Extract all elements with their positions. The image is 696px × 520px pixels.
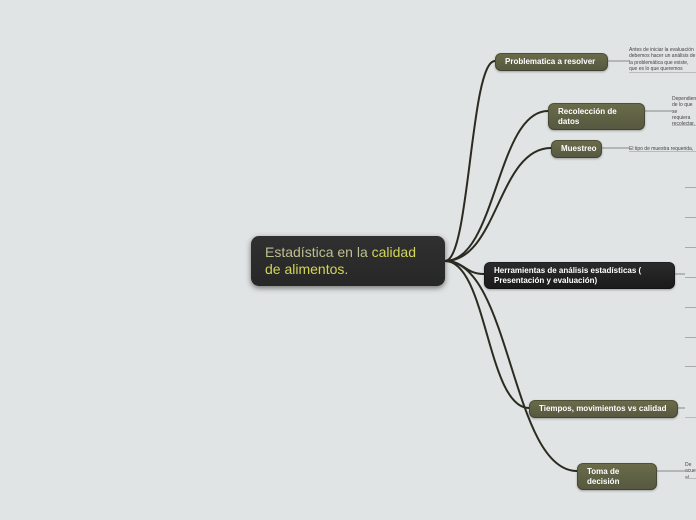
node-label: Problematica a resolver <box>505 57 595 67</box>
note-toma: De acuerdo al estudio realizado se deter… <box>685 462 696 479</box>
panel-row <box>685 217 696 247</box>
node-label: Herramientas de análisis estadísticas ( … <box>494 266 665 285</box>
node-herr[interactable]: Herramientas de análisis estadísticas ( … <box>484 262 675 289</box>
note-tiempos <box>685 401 696 418</box>
node-label: Muestreo <box>561 144 597 154</box>
panel-row <box>685 337 696 367</box>
note-problem: Antes de iniciar la evaluación debemos h… <box>629 47 696 73</box>
node-label: Toma de decisión <box>587 467 647 486</box>
note-recol: Dependiendo de lo que se requiera recole… <box>672 96 696 126</box>
node-recol[interactable]: Recolección de datos <box>548 103 645 130</box>
root-node[interactable]: Estadística en la calidad de alimentos. <box>251 236 445 286</box>
node-label: Recolección de datos <box>558 107 635 126</box>
tools-panel-stack <box>685 187 696 367</box>
note-muestreo: El tipo de muestra requerida, dependerá … <box>629 146 696 152</box>
node-muestreo[interactable]: Muestreo <box>551 140 602 158</box>
node-problem[interactable]: Problematica a resolver <box>495 53 608 71</box>
panel-row <box>685 247 696 277</box>
root-text-prefix: Estadística en la <box>265 244 372 260</box>
node-tiempos[interactable]: Tiempos, movimientos vs calidad <box>529 400 678 418</box>
panel-row <box>685 277 696 307</box>
node-label: Tiempos, movimientos vs calidad <box>539 404 666 414</box>
node-toma[interactable]: Toma de decisión <box>577 463 657 490</box>
panel-row <box>685 187 696 217</box>
panel-row <box>685 307 696 337</box>
